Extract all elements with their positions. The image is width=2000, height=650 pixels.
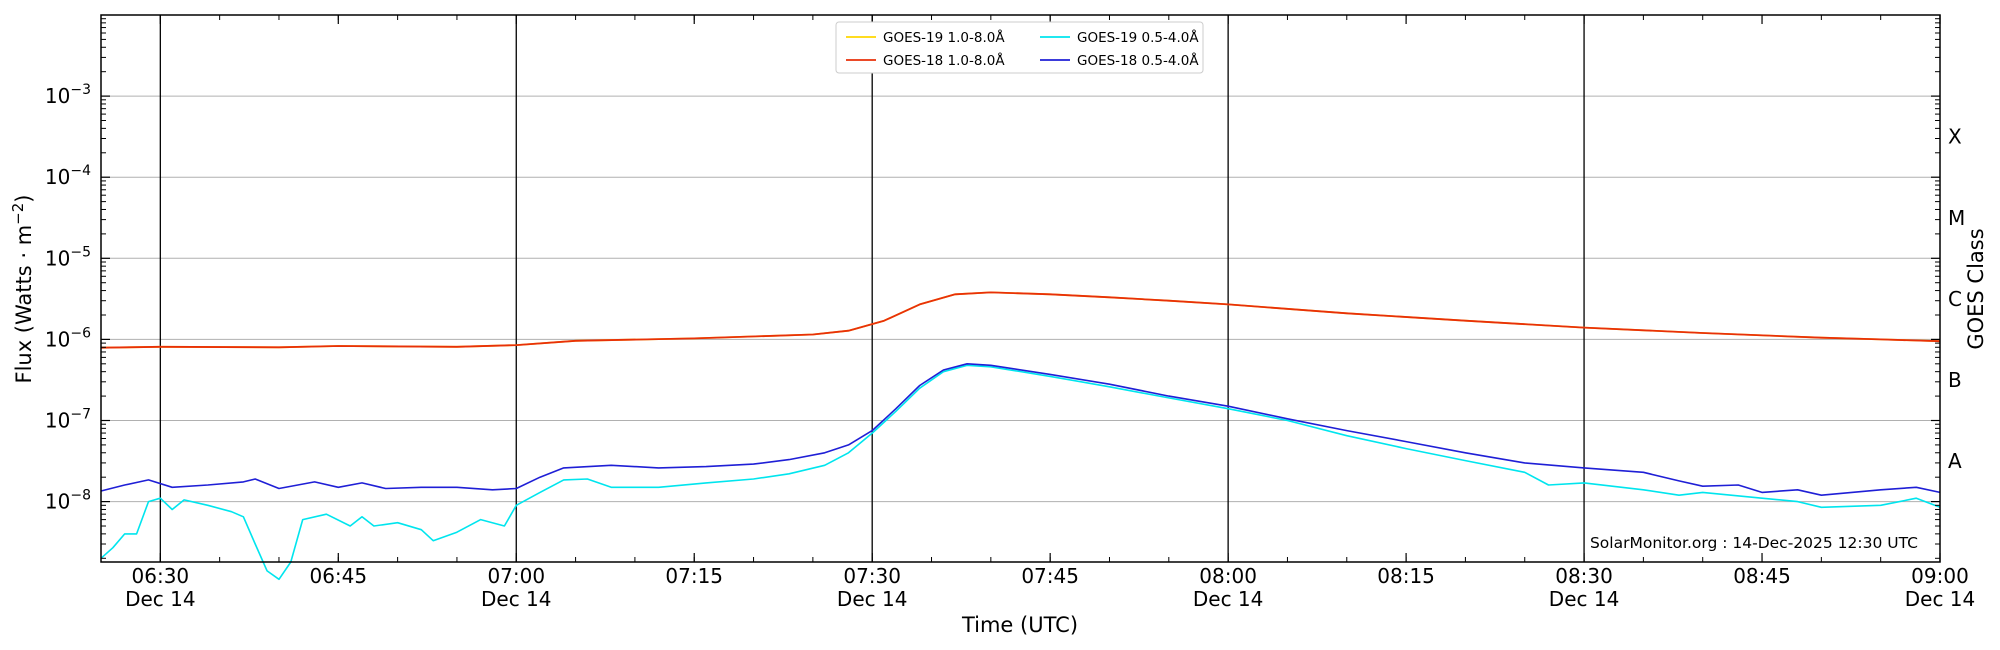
series-line: [100, 364, 1941, 581]
y-tick-label: 10−8: [45, 488, 91, 514]
goes-class-label: C: [1948, 287, 1962, 311]
x-tick-date-label: Dec 14: [481, 587, 552, 611]
y-tick-label: 10−4: [45, 163, 91, 189]
goes-class-label: B: [1948, 368, 1962, 392]
legend-label: GOES-18 1.0-8.0Å: [883, 52, 1005, 69]
x-tick-label: 07:15: [665, 564, 723, 588]
y2-axis-label: GOES Class: [1964, 228, 1988, 349]
legend-label: GOES-19 1.0-8.0Å: [883, 29, 1005, 46]
x-tick-label: 06:45: [309, 564, 367, 588]
x-tick-date-label: Dec 14: [1905, 587, 1976, 611]
tick-layer: [100, 15, 1941, 562]
y-tick-label: 10−6: [45, 325, 91, 351]
y-tick-label: 10−5: [45, 244, 91, 270]
y-tick-label: 10−3: [45, 82, 91, 108]
goes-class-label: A: [1948, 449, 1962, 473]
x-tick-label: 08:00: [1199, 564, 1257, 588]
y-tick-label: 10−7: [45, 407, 91, 433]
legend-box: [835, 21, 1204, 74]
series-layer: [100, 291, 1941, 581]
series-line: [100, 291, 1941, 349]
x-tick-label: 06:30: [132, 564, 190, 588]
legend-label: GOES-19 0.5-4.0Å: [1077, 29, 1199, 46]
x-tick-label: 07:00: [487, 564, 545, 588]
vertical-lines-layer: [159, 15, 1585, 562]
plot-frame: [100, 14, 1941, 563]
x-tick-label: 09:00: [1911, 564, 1969, 588]
y-tick-labels: 10−8 10−7 10−6 10−5 10−4 10−3: [45, 82, 91, 514]
x-tick-label: 08:15: [1377, 564, 1435, 588]
watermark: SolarMonitor.org : 14-Dec-2025 12:30 UTC: [1590, 534, 1918, 552]
x-tick-label: 07:30: [843, 564, 901, 588]
goes-class-label: X: [1948, 125, 1962, 149]
x-tick-date-label: Dec 14: [1549, 587, 1620, 611]
goes-class-labels: A B C M X: [1948, 125, 1965, 473]
y-axis-label: Flux (Watts · m−2): [9, 194, 36, 383]
x-tick-date-label: Dec 14: [1193, 587, 1264, 611]
goes-class-label: M: [1948, 206, 1965, 230]
x-tick-label: 08:30: [1555, 564, 1613, 588]
grid-layer: [101, 95, 1940, 503]
x-tick-date-label: Dec 14: [125, 587, 196, 611]
series-line: [100, 363, 1941, 496]
x-tick-date-label: Dec 14: [837, 587, 908, 611]
x-tick-label: 07:45: [1021, 564, 1079, 588]
x-tick-label: 08:45: [1733, 564, 1791, 588]
x-axis-label: Time (UTC): [961, 613, 1078, 637]
legend: GOES-19 1.0-8.0Å GOES-18 1.0-8.0Å GOES-19 …: [835, 21, 1204, 74]
legend-label: GOES-18 0.5-4.0Å: [1077, 52, 1199, 69]
